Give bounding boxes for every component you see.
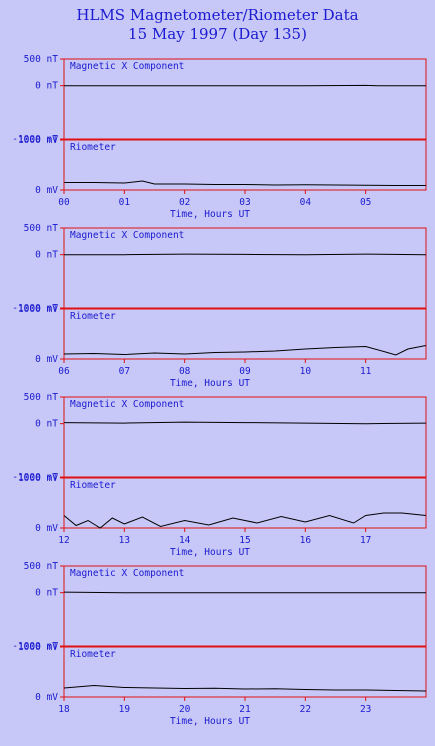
x-tick-label: 18 [58,704,70,715]
riometer-panel-label: Riometer [70,649,116,660]
x-tick-label: 13 [119,535,130,546]
x-tick-label: 21 [239,704,251,715]
x-tick-label: 00 [58,197,70,208]
riometer-y-tick-label: 0 mV [35,185,58,196]
magnetic-panel-label: Magnetic X Component [70,399,184,410]
x-tick-label: 04 [300,197,312,208]
x-tick-label: 15 [239,535,250,546]
magnetic-panel-label: Magnetic X Component [70,230,184,241]
magnetic-series-line [64,253,427,256]
riometer-y-tick-label: 1000 mV [18,304,58,315]
x-tick-label: 23 [360,704,371,715]
magnetic-frame [63,58,427,140]
x-axis-label: Time, Hours UT [170,378,250,389]
x-axis-label: Time, Hours UT [170,716,250,727]
magnetic-y-tick-label: 0 nT [35,588,58,599]
x-tick-label: 22 [300,704,311,715]
x-tick-label: 17 [360,535,371,546]
x-tick-label: 16 [300,535,312,546]
riometer-y-tick-label: 0 mV [35,692,58,703]
magnetic-y-tick-label: 0 nT [35,81,58,92]
magnetic-frame [63,565,427,647]
chart-panel-2: Magnetic X Component Riometer 500 nT 0 nT -1… [12,223,427,389]
magnetic-frame [63,227,427,309]
riometer-y-tick-label: 1000 mV [18,135,58,146]
x-axis-label: Time, Hours UT [170,209,250,220]
magnetic-y-tick-label: -1000 nT [12,472,58,483]
magnetic-panel-label: Magnetic X Component [70,568,184,579]
magnetic-y-tick-label: -1000 nT [12,303,58,314]
magnetic-y-tick-label: 0 nT [35,250,58,261]
chart-panel-3: Magnetic X Component Riometer 500 nT 0 nT -1… [12,392,427,558]
x-tick-label: 19 [119,704,131,715]
page-title: HLMS Magnetometer/Riometer Data [76,6,359,24]
chart-panel-1: Magnetic X Component Riometer 500 nT 0 nT -1… [12,54,427,220]
magnetic-y-tick-label: 0 nT [35,419,58,430]
x-tick-label: 06 [58,366,70,377]
magnetic-frame [63,396,427,478]
riometer-y-tick-label: 0 mV [35,523,58,534]
x-tick-label: 07 [119,366,130,377]
magnetic-y-tick-label: 500 nT [24,54,59,65]
riometer-series-line [63,345,427,356]
x-tick-label: 20 [179,704,191,715]
x-tick-label: 03 [239,197,250,208]
x-tick-label: 08 [179,366,191,377]
page-subtitle: 15 May 1997 (Day 135) [128,25,307,43]
riometer-y-tick-label: 1000 mV [18,473,58,484]
riometer-series-line [64,180,426,186]
riometer-series-line [63,684,427,692]
magnetic-series-line [63,591,426,594]
magnetic-series-line [63,421,427,425]
magnetic-y-tick-label: -1000 nT [12,641,58,652]
chart-panel-4: Magnetic X Component Riometer 500 nT 0 nT -1… [12,561,427,727]
x-axis-label: Time, Hours UT [170,547,250,558]
riometer-y-tick-label: 0 mV [35,354,58,365]
x-tick-label: 09 [239,366,251,377]
riometer-panel-label: Riometer [70,480,116,491]
magnetic-y-tick-label: 500 nT [24,223,59,234]
magnetic-panel-label: Magnetic X Component [70,61,184,72]
x-tick-label: 05 [360,197,371,208]
riometer-y-tick-label: 1000 mV [18,642,58,653]
magnetic-y-tick-label: 500 nT [24,561,59,572]
x-tick-label: 10 [300,366,312,377]
magnetic-y-tick-label: -1000 nT [12,134,58,145]
x-tick-label: 12 [58,535,69,546]
x-tick-label: 14 [179,535,191,546]
riometer-panel-label: Riometer [70,311,116,322]
x-tick-label: 02 [179,197,190,208]
magnetic-y-tick-label: 500 nT [24,392,59,403]
riometer-series-line [63,512,427,529]
x-tick-label: 11 [360,366,372,377]
riometer-panel-label: Riometer [70,142,116,153]
x-tick-label: 01 [119,197,131,208]
